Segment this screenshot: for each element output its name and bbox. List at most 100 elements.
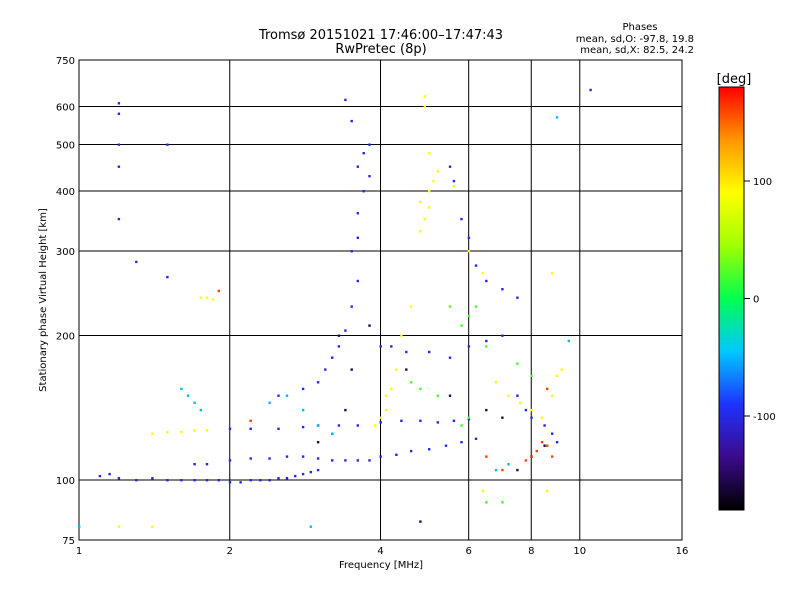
x-tick-label: 8 (528, 546, 534, 557)
y-tick-label: 600 (56, 103, 75, 114)
data-point (205, 479, 209, 482)
data-point (344, 459, 347, 462)
data-point (560, 368, 563, 371)
data-point (277, 427, 280, 430)
data-point (405, 368, 408, 371)
data-point (268, 457, 271, 460)
data-point (546, 489, 549, 493)
colorbar-tick-label: 100 (753, 177, 772, 188)
data-point (316, 381, 320, 384)
data-point (324, 368, 327, 371)
colorbar-ticks: 100 0 -100 (744, 177, 776, 423)
data-point (135, 479, 138, 482)
data-point (316, 424, 320, 427)
data-point (519, 401, 522, 404)
data-point (428, 152, 431, 155)
data-point (384, 394, 388, 397)
data-point (205, 429, 209, 432)
data-point (356, 424, 359, 427)
data-point (485, 455, 488, 458)
data-point (199, 296, 203, 299)
data-point (249, 427, 252, 430)
data-point (368, 324, 371, 327)
data-point (379, 421, 382, 424)
data-point (239, 481, 242, 484)
x-axis-label: Frequency [MHz] (339, 560, 423, 571)
data-point (356, 212, 359, 215)
data-point (448, 165, 452, 168)
data-point (350, 305, 353, 308)
data-point (166, 479, 169, 482)
data-point (501, 468, 504, 472)
data-point (285, 455, 289, 458)
x-tick-label: 4 (377, 546, 383, 557)
data-point (524, 408, 528, 412)
data-point (555, 116, 559, 119)
data-point (460, 324, 463, 327)
data-point (485, 279, 488, 283)
data-point (405, 350, 408, 354)
data-point (379, 455, 382, 458)
data-point (301, 472, 305, 476)
data-point (193, 463, 196, 466)
data-point (507, 463, 510, 466)
data-point (180, 430, 183, 434)
data-point (379, 345, 382, 348)
data-point (516, 362, 519, 365)
data-points (78, 88, 592, 528)
data-point (356, 279, 359, 283)
data-point (390, 345, 393, 348)
data-point (467, 250, 471, 253)
data-point (589, 88, 592, 92)
data-point (551, 455, 554, 458)
data-point (474, 264, 478, 267)
data-point (428, 190, 431, 193)
data-point (331, 459, 334, 462)
colorbar-label: [deg] (717, 72, 752, 87)
x-tick-label: 2 (227, 546, 233, 557)
y-axis-ticks: 75 100 200 300 400 500 600 750 (56, 56, 75, 547)
data-point (205, 296, 209, 299)
data-point (350, 250, 353, 253)
data-point (228, 427, 232, 430)
data-point (540, 416, 544, 419)
data-point (117, 477, 121, 480)
data-point (530, 455, 533, 458)
data-point (501, 288, 504, 291)
data-point (540, 441, 544, 444)
data-point (395, 368, 398, 371)
data-point (409, 449, 413, 453)
data-point (228, 459, 232, 462)
data-point (78, 525, 81, 528)
colorbar-tick-label: 0 (753, 295, 759, 306)
data-point (530, 408, 533, 412)
data-point (337, 345, 341, 348)
data-point (249, 479, 252, 482)
data-point (362, 190, 365, 193)
colorbar (718, 86, 745, 511)
data-point (546, 387, 549, 391)
data-point (530, 416, 533, 419)
data-point (467, 416, 471, 419)
data-point (419, 520, 422, 523)
data-point (309, 525, 312, 528)
data-point (193, 401, 196, 404)
data-point (448, 356, 452, 359)
data-point (285, 477, 289, 480)
data-point (151, 432, 154, 435)
data-point (259, 479, 262, 482)
data-point (249, 419, 252, 422)
data-point (180, 479, 183, 482)
x-axis-ticks: 1 2 4 6 8 10 16 (76, 546, 689, 557)
data-point (117, 143, 121, 146)
data-point (481, 272, 485, 275)
data-point (423, 105, 426, 108)
data-point (337, 334, 341, 337)
y-axis-label: Stationary phase Virtual Height [km] (38, 208, 49, 392)
data-point (268, 401, 271, 404)
data-point (494, 381, 498, 384)
data-point (356, 165, 359, 168)
x-tick-label: 6 (465, 546, 471, 557)
data-point (555, 441, 559, 444)
data-point (193, 429, 196, 432)
